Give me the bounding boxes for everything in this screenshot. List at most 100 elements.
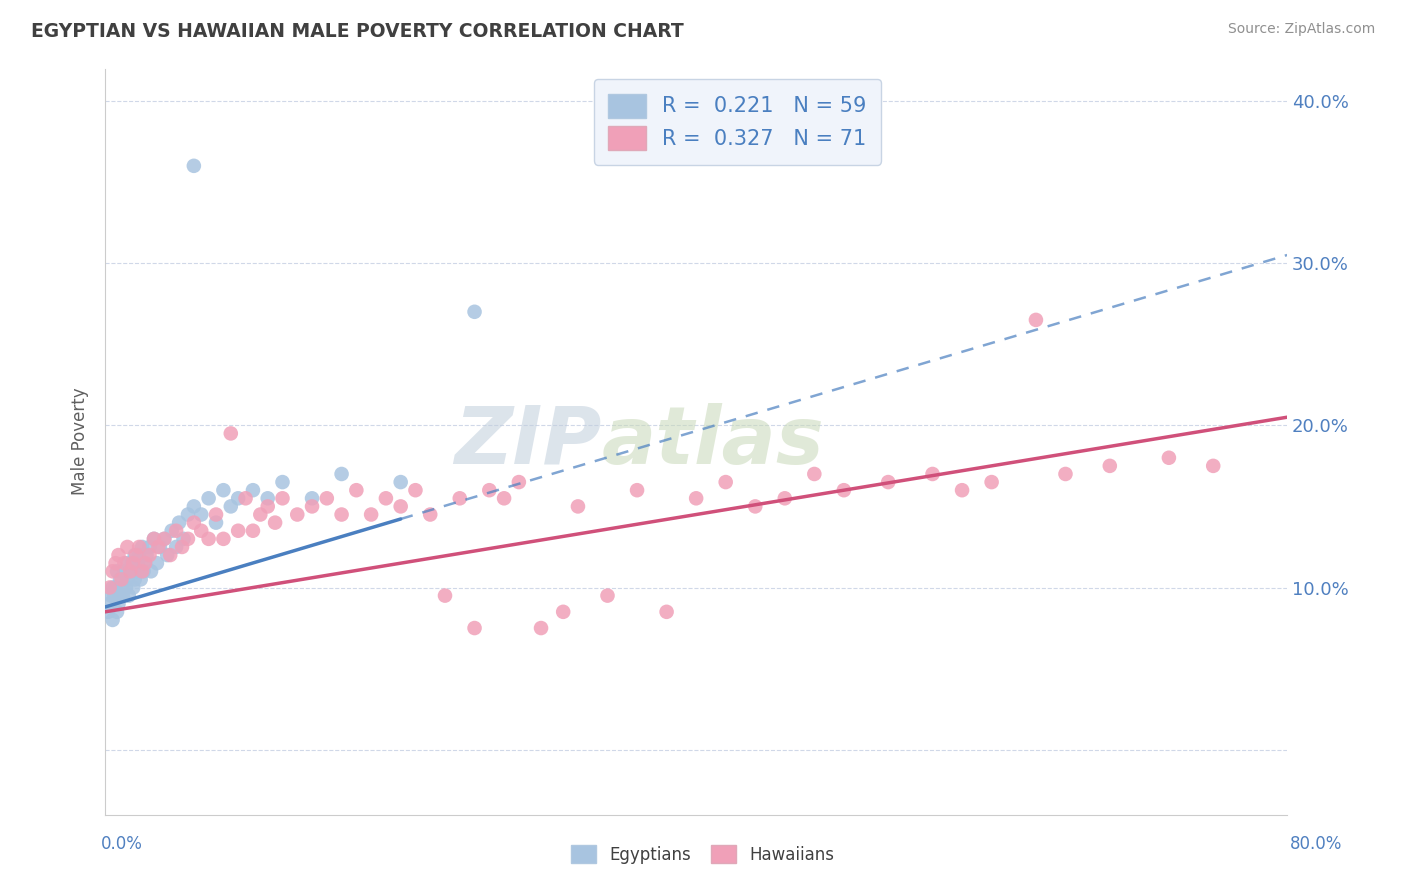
Point bbox=[110, 581, 132, 595]
Point bbox=[235, 491, 257, 506]
Point bbox=[212, 532, 235, 546]
Point bbox=[344, 483, 367, 498]
Point bbox=[117, 540, 139, 554]
Point bbox=[107, 597, 129, 611]
Point bbox=[148, 540, 170, 554]
Point bbox=[135, 548, 157, 562]
Point bbox=[108, 573, 131, 587]
Point bbox=[330, 508, 353, 522]
Point bbox=[226, 491, 249, 506]
Point bbox=[121, 556, 143, 570]
Point bbox=[685, 491, 707, 506]
Point bbox=[271, 475, 294, 489]
Point bbox=[138, 540, 160, 554]
Point bbox=[389, 500, 412, 514]
Point bbox=[156, 548, 179, 562]
Point bbox=[1025, 313, 1047, 327]
Point bbox=[177, 508, 200, 522]
Point bbox=[117, 573, 139, 587]
Point bbox=[183, 500, 205, 514]
Point bbox=[143, 532, 166, 546]
Point bbox=[101, 581, 124, 595]
Point bbox=[434, 589, 457, 603]
Point bbox=[97, 605, 120, 619]
Legend: Egyptians, Hawaiians: Egyptians, Hawaiians bbox=[565, 838, 841, 871]
Point bbox=[832, 483, 855, 498]
Point bbox=[125, 548, 148, 562]
Point bbox=[120, 564, 142, 578]
Point bbox=[596, 589, 619, 603]
Point bbox=[449, 491, 471, 506]
Point bbox=[404, 483, 426, 498]
Point bbox=[104, 556, 127, 570]
Point bbox=[285, 508, 308, 522]
Point bbox=[464, 305, 486, 319]
Point bbox=[105, 605, 128, 619]
Point bbox=[131, 564, 153, 578]
Point bbox=[389, 475, 412, 489]
Point bbox=[950, 483, 973, 498]
Point bbox=[212, 483, 235, 498]
Point bbox=[129, 573, 152, 587]
Point bbox=[125, 564, 148, 578]
Point bbox=[132, 564, 155, 578]
Point bbox=[153, 532, 176, 546]
Point bbox=[1157, 450, 1180, 465]
Text: 80.0%: 80.0% bbox=[1291, 835, 1343, 853]
Y-axis label: Male Poverty: Male Poverty bbox=[72, 388, 89, 495]
Point bbox=[122, 556, 145, 570]
Point bbox=[146, 556, 169, 570]
Point bbox=[567, 500, 589, 514]
Point bbox=[226, 524, 249, 538]
Point bbox=[921, 467, 943, 481]
Point bbox=[315, 491, 337, 506]
Point bbox=[773, 491, 796, 506]
Point bbox=[107, 548, 129, 562]
Point bbox=[134, 556, 156, 570]
Point bbox=[508, 475, 530, 489]
Point bbox=[190, 508, 212, 522]
Point bbox=[128, 548, 150, 562]
Point bbox=[128, 540, 150, 554]
Point bbox=[110, 573, 132, 587]
Point bbox=[242, 524, 264, 538]
Point bbox=[1098, 458, 1121, 473]
Point bbox=[120, 564, 142, 578]
Point bbox=[165, 524, 187, 538]
Point bbox=[249, 508, 271, 522]
Point bbox=[530, 621, 553, 635]
Text: Source: ZipAtlas.com: Source: ZipAtlas.com bbox=[1227, 22, 1375, 37]
Point bbox=[108, 589, 131, 603]
Point bbox=[183, 159, 205, 173]
Point bbox=[118, 589, 141, 603]
Point bbox=[877, 475, 900, 489]
Point bbox=[271, 491, 294, 506]
Point bbox=[104, 581, 127, 595]
Point bbox=[219, 426, 242, 441]
Point bbox=[134, 556, 156, 570]
Point bbox=[160, 524, 183, 538]
Text: 0.0%: 0.0% bbox=[101, 835, 143, 853]
Point bbox=[149, 540, 172, 554]
Point bbox=[494, 491, 516, 506]
Point bbox=[301, 491, 323, 506]
Point bbox=[205, 508, 228, 522]
Point bbox=[117, 556, 139, 570]
Point bbox=[98, 581, 121, 595]
Point bbox=[139, 564, 162, 578]
Point bbox=[464, 621, 486, 635]
Point bbox=[122, 581, 145, 595]
Point bbox=[127, 556, 149, 570]
Point bbox=[165, 540, 187, 554]
Point bbox=[478, 483, 501, 498]
Point bbox=[167, 516, 190, 530]
Point bbox=[419, 508, 441, 522]
Point bbox=[177, 532, 200, 546]
Point bbox=[803, 467, 825, 481]
Point bbox=[111, 589, 134, 603]
Point bbox=[115, 581, 138, 595]
Point bbox=[655, 605, 678, 619]
Point bbox=[256, 491, 278, 506]
Point bbox=[101, 564, 124, 578]
Point bbox=[256, 500, 278, 514]
